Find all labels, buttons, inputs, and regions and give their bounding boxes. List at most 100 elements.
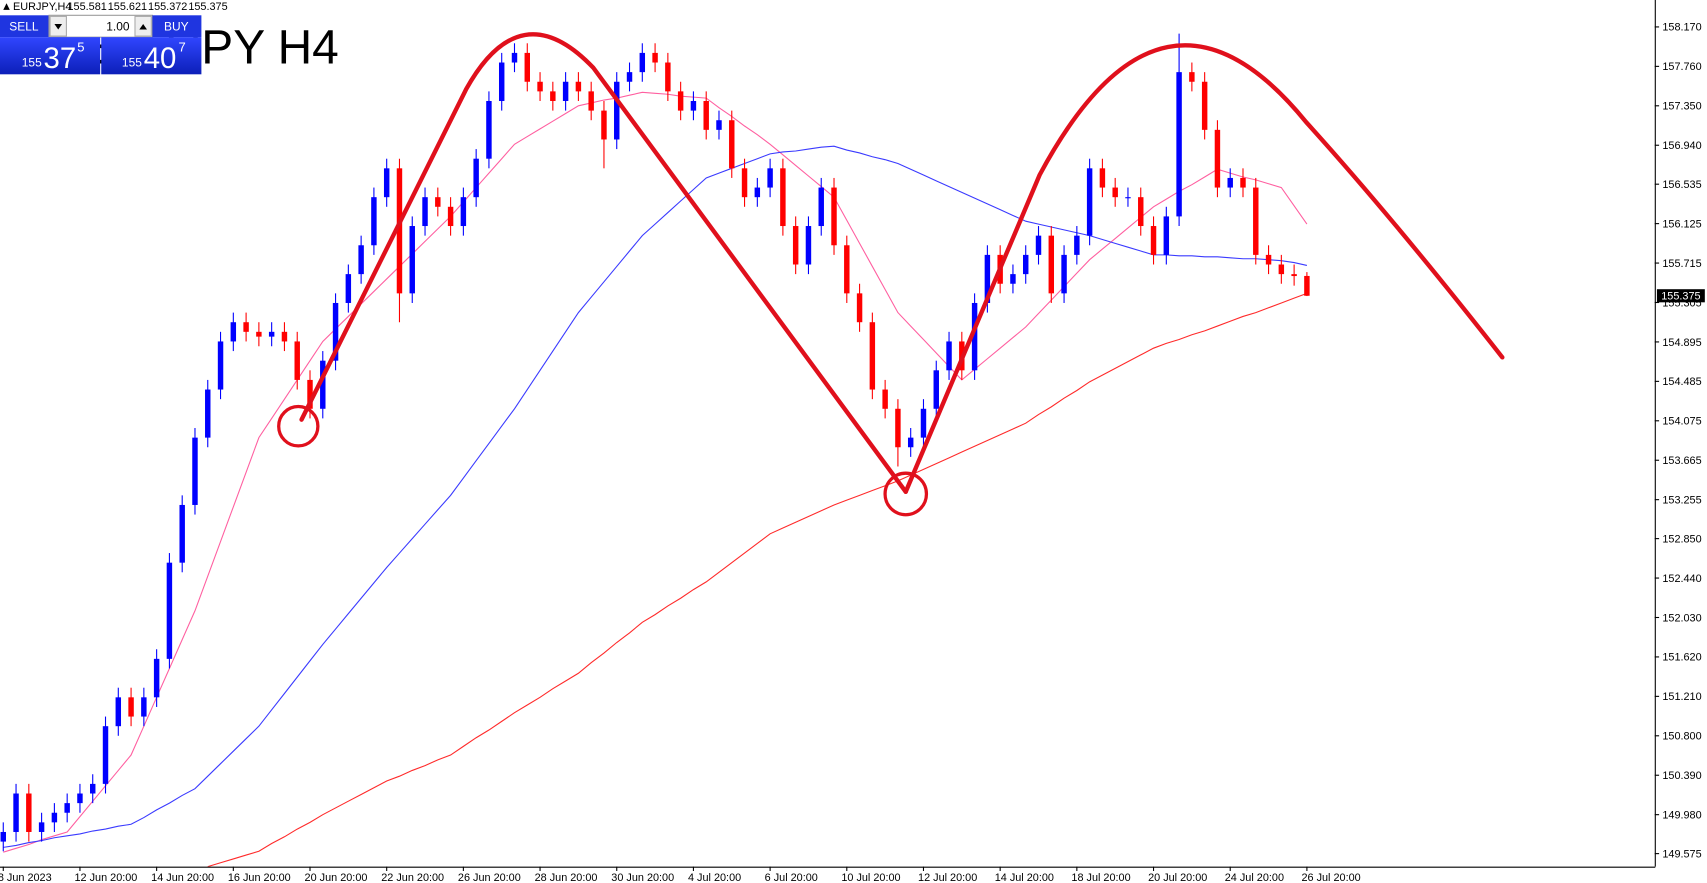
candle-body xyxy=(1048,235,1055,294)
header-high: 155.621 xyxy=(108,1,147,13)
candle-body xyxy=(652,52,658,63)
buy-label: BUY xyxy=(164,20,189,34)
x-tick-label: 6 Jul 20:00 xyxy=(765,872,818,883)
candle-body xyxy=(511,52,518,63)
bid-box[interactable] xyxy=(0,37,101,75)
candle-body xyxy=(626,72,633,82)
moving-average xyxy=(207,292,1308,867)
candle-body xyxy=(179,504,185,563)
candle-body xyxy=(447,206,454,227)
y-tick-label: 149.575 xyxy=(1662,848,1701,860)
moving-average xyxy=(3,91,1308,853)
candle-body xyxy=(1227,177,1233,188)
header-open: 155.581 xyxy=(67,1,106,13)
candle-body xyxy=(1265,254,1272,265)
sell-button[interactable] xyxy=(0,15,49,38)
ask-prefix: 155 xyxy=(122,56,142,70)
y-tick-label: 157.760 xyxy=(1662,61,1701,73)
candle-body xyxy=(869,322,876,390)
candle-body xyxy=(1112,187,1118,198)
candle-body xyxy=(115,697,122,727)
plot-area xyxy=(0,33,1310,867)
x-tick-label: 14 Jul 20:00 xyxy=(995,872,1054,883)
candle-body xyxy=(575,81,582,92)
candle-body xyxy=(1086,168,1093,236)
candle-body xyxy=(102,726,109,784)
candle-body xyxy=(1189,72,1195,82)
y-tick-label: 152.030 xyxy=(1662,612,1701,624)
candle-body xyxy=(933,370,939,409)
candle-body xyxy=(192,437,198,505)
candle-body xyxy=(741,168,748,198)
candle-body xyxy=(141,697,147,717)
y-tick-label: 149.980 xyxy=(1662,809,1701,821)
candle-body xyxy=(971,302,978,371)
x-tick-label: 12 Jun 20:00 xyxy=(75,872,138,883)
candle-body xyxy=(1278,264,1285,275)
candle-body xyxy=(1138,197,1144,227)
y-tick-label: 155.715 xyxy=(1662,258,1701,270)
candle-body xyxy=(217,341,224,390)
candle-body xyxy=(422,197,428,227)
x-tick-label: 24 Jul 20:00 xyxy=(1225,872,1284,883)
candle-body xyxy=(818,187,824,227)
x-tick-label: 14 Jun 20:00 xyxy=(151,872,214,883)
candle-body xyxy=(383,168,390,198)
candle-body xyxy=(435,197,441,207)
candle-body xyxy=(920,408,927,438)
candle-body xyxy=(51,812,58,823)
candle-body xyxy=(805,226,812,265)
buy-button[interactable] xyxy=(152,15,202,38)
y-tick-label: 152.440 xyxy=(1662,573,1701,585)
candle-body xyxy=(588,91,594,111)
y-tick-label: 154.895 xyxy=(1662,337,1701,349)
candle-body xyxy=(1023,254,1029,275)
candle-body xyxy=(716,120,722,130)
candle-body xyxy=(307,379,313,409)
axes: 158.170 157.760 157.350 156.940 156.535 156.1… xyxy=(0,22,1705,883)
candle-body xyxy=(1061,254,1067,294)
ask-box[interactable] xyxy=(101,37,202,75)
candle-body xyxy=(371,197,377,246)
candle-body xyxy=(831,187,837,246)
candle-body xyxy=(792,226,799,265)
candle-body xyxy=(703,100,709,130)
candle-body xyxy=(1163,216,1170,255)
candle-body xyxy=(677,91,684,111)
candle-body xyxy=(358,245,364,275)
low-circle xyxy=(883,471,929,517)
candle-body xyxy=(550,91,556,101)
candle-body xyxy=(473,158,479,198)
x-tick-label: 4 Jul 20:00 xyxy=(688,872,741,883)
candle-body xyxy=(1240,177,1246,188)
ask-small: 7 xyxy=(179,39,186,54)
candle-body xyxy=(460,197,467,227)
candle-body xyxy=(984,254,991,303)
candle-body xyxy=(844,245,850,294)
price-tag-label: 155.375 xyxy=(1661,291,1700,303)
y-tick-label: 157.350 xyxy=(1662,101,1701,113)
y-tick-label: 153.255 xyxy=(1662,494,1701,506)
candle-body xyxy=(665,62,671,92)
bid-prefix: 155 xyxy=(22,56,42,70)
candle-body xyxy=(1099,168,1106,188)
candle-body xyxy=(243,322,249,332)
candle-body xyxy=(639,52,646,73)
x-tick-label: 26 Jun 20:00 xyxy=(458,872,521,883)
y-tick-label: 151.620 xyxy=(1662,652,1701,664)
candle-body xyxy=(281,331,288,342)
candle-body xyxy=(64,803,70,813)
candle-body xyxy=(166,562,173,659)
candle-body xyxy=(614,81,620,140)
up-arrow xyxy=(139,24,147,30)
candle-body xyxy=(856,293,863,323)
candle-body xyxy=(729,120,735,169)
right-arc xyxy=(903,43,1505,494)
x-tick-label: 20 Jul 20:00 xyxy=(1148,872,1207,883)
candle-body xyxy=(345,274,352,303)
x-tick-label: 10 Jul 20:00 xyxy=(841,872,900,883)
candle-body xyxy=(256,331,262,337)
